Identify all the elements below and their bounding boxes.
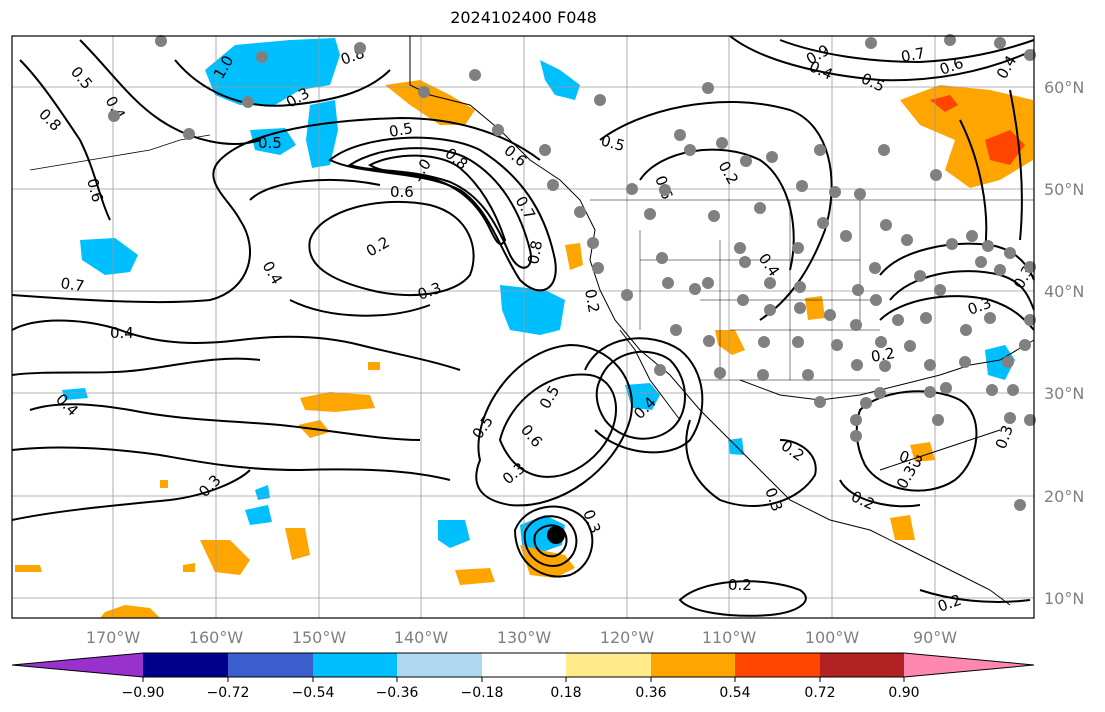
shade-bc-orange	[385, 80, 475, 125]
shade-canada-red-2	[985, 130, 1025, 165]
colorbar-label: 0.18	[550, 685, 581, 701]
shade-california-cyan	[500, 285, 565, 335]
lat-tick-label: 20°N	[1044, 487, 1084, 506]
lon-tick-label: 100°W	[805, 628, 860, 647]
colorbar-segment	[313, 653, 397, 677]
colorbar-segment	[735, 653, 820, 677]
shade-aleutian-cyan-2	[250, 128, 296, 155]
colorbar-segment	[397, 653, 482, 677]
shade-mexico-orange	[715, 330, 745, 355]
colorbar-label: 0.36	[635, 685, 666, 701]
contours	[11, 35, 1035, 617]
colorbar-segment	[566, 653, 651, 677]
colorbar-label: −0.72	[207, 685, 250, 701]
shade-southpacific-orange	[100, 605, 160, 618]
shade-baja-cyan	[625, 383, 660, 410]
map-title: 2024102400 F048	[450, 8, 597, 27]
lat-tick-label: 60°N	[1044, 78, 1084, 97]
colorbar-label: 0.54	[719, 685, 750, 701]
shade-small-orange	[160, 480, 168, 488]
contour-label: 0.5	[599, 131, 627, 155]
shade-pacific-cyan-2	[438, 520, 470, 548]
shade-small-orange-3	[368, 362, 380, 370]
shade-oregon-orange	[565, 243, 583, 270]
shade-pacific-cyan	[80, 238, 138, 275]
contour-label: 0.6	[390, 183, 414, 201]
lon-tick-label: 150°W	[292, 628, 347, 647]
lat-tick-labels: 60°N 50°N 40°N 30°N 20°N 10°N	[1044, 78, 1084, 608]
lon-tick-label: 160°W	[189, 628, 244, 647]
contour-label: 0.2	[728, 576, 752, 594]
shade-plains-orange	[805, 296, 825, 320]
contour-label: 0.7	[59, 274, 85, 295]
map-frame	[11, 35, 1035, 619]
shade-aleutian-cyan	[306, 100, 338, 168]
contour-label: 0.4	[110, 324, 134, 342]
lon-tick-label: 120°W	[600, 628, 655, 647]
lon-tick-label: 90°W	[913, 628, 957, 647]
shade-small-orange-2	[183, 563, 195, 572]
colorbar-segment	[482, 653, 566, 677]
lat-tick-label: 10°N	[1044, 589, 1084, 608]
contour-label: 0.2	[870, 344, 897, 366]
colorbar-segment	[820, 653, 904, 677]
shade-canada-red	[930, 95, 958, 112]
lon-tick-label: 130°W	[497, 628, 552, 647]
shade-alaska-cyan-2	[540, 60, 580, 100]
colorbar-label: 0.90	[888, 685, 919, 701]
shade-pacific-orange-3	[200, 540, 250, 575]
colorbar-segment	[651, 653, 735, 677]
lon-tick-label: 170°W	[86, 628, 141, 647]
lat-tick-label: 30°N	[1044, 384, 1084, 403]
colorbar-label: −0.18	[461, 685, 504, 701]
shade-gulf-cyan	[985, 345, 1015, 380]
station-markers	[108, 34, 1036, 511]
colorbar-segment	[228, 653, 313, 677]
shaded-regions	[15, 38, 1033, 618]
hurricane-center-marker	[547, 526, 565, 544]
shade-small-cyan-2	[245, 505, 272, 525]
shade-central-america-orange	[890, 515, 915, 540]
colorbar-high-extension	[904, 653, 1034, 677]
colorbar-label: −0.36	[376, 685, 419, 701]
shade-southpacific-orange-2	[15, 565, 42, 572]
colorbar-label: 0.72	[804, 685, 835, 701]
contour-label: 0.2	[581, 288, 603, 315]
lon-tick-label: 140°W	[394, 628, 449, 647]
shade-pacific-orange-5	[455, 568, 495, 585]
contour-label: 0.6	[83, 176, 107, 204]
colorbar-segment	[143, 653, 228, 677]
colorbar-label: −0.90	[122, 685, 165, 701]
shade-small-cyan-3	[62, 388, 88, 400]
lon-tick-labels: 170°W 160°W 150°W 140°W 130°W 120°W 110°…	[86, 628, 957, 647]
lat-tick-label: 50°N	[1044, 180, 1084, 199]
colorbar: −0.90 −0.72 −0.54 −0.36 −0.18 0.18 0.36 …	[11, 652, 1035, 701]
shade-alaska-cyan	[205, 38, 340, 105]
contour-label: 0.5	[388, 119, 415, 141]
contour-label: 0.7	[900, 44, 927, 66]
shade-gulf-orange	[910, 442, 935, 462]
contour-label: 0.8	[524, 239, 546, 266]
contour-label: 0.5	[258, 134, 282, 152]
lat-tick-label: 40°N	[1044, 282, 1084, 301]
shade-pacific-orange-4	[285, 528, 310, 560]
lon-tick-label: 110°W	[702, 628, 757, 647]
colorbar-low-extension	[12, 653, 143, 677]
colorbar-label: −0.54	[292, 685, 335, 701]
